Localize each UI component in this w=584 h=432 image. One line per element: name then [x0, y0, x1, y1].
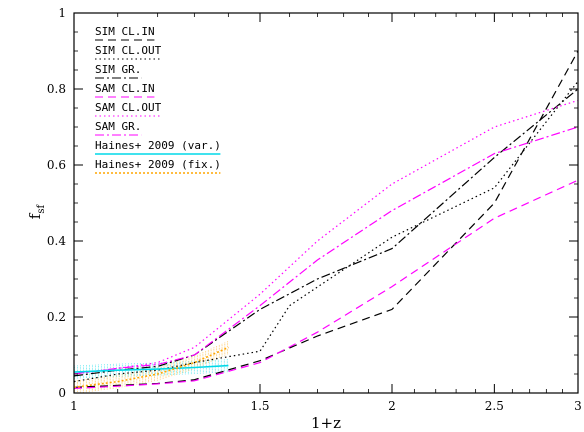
y-tick-label: 1 [58, 6, 66, 20]
legend-label-sim-cl-in: SIM CL.IN [95, 25, 155, 38]
tick-labels: 1 1.5 2 2.5 3 0 0.2 0.4 0.6 0.8 1 [47, 6, 582, 413]
series-layer [74, 50, 578, 389]
series-line-sim-cl-in [74, 50, 578, 388]
legend-label-haines-2009-fix: Haines+ 2009 (fix.) [95, 158, 221, 171]
x-tick-label: 3 [574, 399, 582, 413]
band-haines-2009-fix [74, 340, 229, 382]
legend-label-sam-cl-out: SAM CL.OUT [95, 101, 162, 114]
series-line-sim-gr [74, 88, 578, 377]
y-axis-label-sub: sf [36, 204, 47, 214]
y-axis-label: fsf [26, 204, 47, 220]
legend-label-sim-cl-out: SIM CL.OUT [95, 44, 162, 57]
series-line-haines-2009-fix [74, 346, 229, 389]
y-tick-label: 0.6 [47, 158, 66, 172]
band-haines-2009-fix [74, 351, 229, 393]
legend-label-sam-cl-in: SAM CL.IN [95, 82, 155, 95]
legend-label-sim-gr: SIM GR. [95, 63, 141, 76]
y-tick-label: 0.4 [47, 234, 66, 248]
series-line-sam-gr [74, 126, 578, 375]
band-haines-2009-fix [74, 345, 229, 387]
band-haines-2009-fix [74, 350, 229, 391]
x-tick-label: 1 [70, 399, 78, 413]
y-tick-label: 0.8 [47, 82, 66, 96]
ticks [73, 12, 579, 394]
x-axis-label: 1+z [311, 414, 341, 432]
y-tick-label: 0.2 [47, 310, 66, 324]
x-tick-label: 2.5 [485, 399, 504, 413]
legend-label-haines-2009-var: Haines+ 2009 (var.) [95, 139, 221, 152]
svg-text:fsf: fsf [26, 204, 47, 220]
x-tick-label: 2 [388, 399, 396, 413]
band-haines-2009-fix [74, 344, 229, 385]
legend: SIM CL.IN SIM CL.OUT SIM GR. SAM CL.IN SAM C… [95, 25, 221, 174]
series-line-sim-cl-out [74, 81, 578, 383]
band-haines-2009-fix [74, 353, 229, 393]
x-tick-label: 1.5 [250, 399, 269, 413]
legend-label-sam-gr: SAM GR. [95, 120, 141, 133]
band-haines-2009-fix [74, 348, 229, 390]
series-line-sam-cl-in [74, 179, 578, 389]
plot-frame [73, 12, 579, 394]
y-axis-label-main: f [26, 212, 44, 219]
series-line-haines-2009-var [74, 364, 229, 373]
y-tick-label: 0 [58, 386, 66, 400]
